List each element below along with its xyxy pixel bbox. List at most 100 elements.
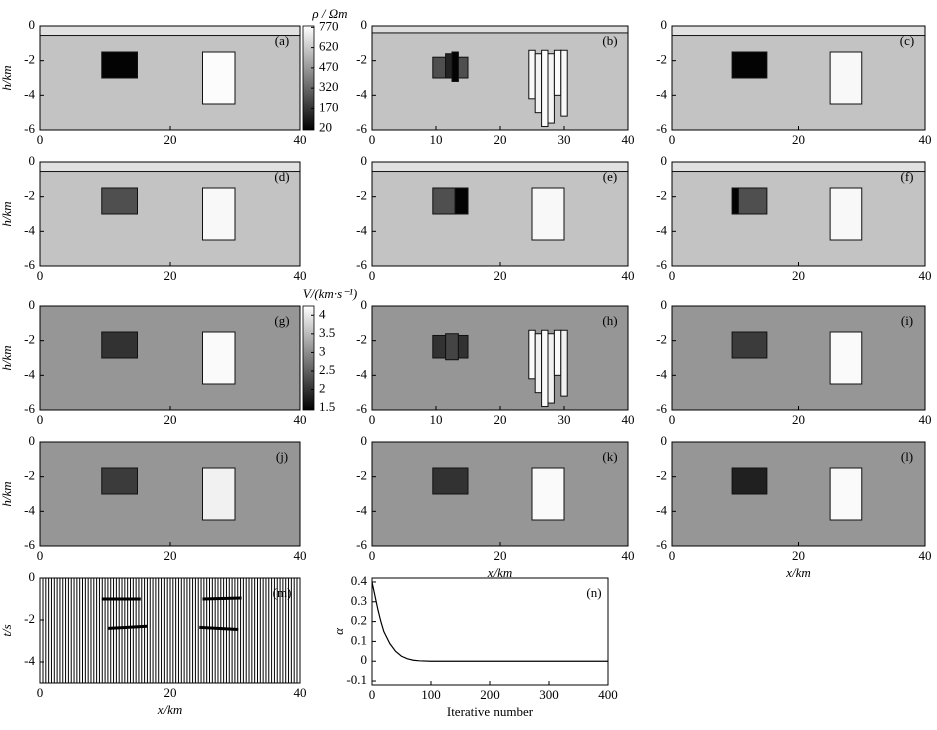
x-tick-label: 0 xyxy=(37,548,44,563)
colorbar-tick-label: 4 xyxy=(319,306,326,321)
x-tick-label: 0 xyxy=(369,132,376,147)
x-tick-label: 40 xyxy=(622,412,635,427)
x-tick-label: 400 xyxy=(598,687,618,702)
body xyxy=(731,467,768,495)
body xyxy=(541,49,549,128)
y-axis-label: α xyxy=(331,627,346,635)
y-tick-label: 0 xyxy=(29,297,36,312)
y-tick-label: 0 xyxy=(361,433,368,448)
y-tick-label: 0 xyxy=(361,652,368,667)
background xyxy=(672,26,925,130)
body xyxy=(531,187,565,241)
x-tick-label: 0 xyxy=(669,132,676,147)
body xyxy=(560,329,568,397)
x-tick-label: 30 xyxy=(558,412,571,427)
y-tick-label: 0 xyxy=(661,433,668,448)
colorbar-tick-label: 1.5 xyxy=(319,399,335,414)
y-tick-label: 0 xyxy=(29,17,36,32)
plot-area xyxy=(672,162,925,266)
background xyxy=(372,442,628,546)
body xyxy=(457,56,469,79)
colorbar-tick-label: 620 xyxy=(319,39,339,54)
y-tick-label: -6 xyxy=(356,537,367,552)
colorbar xyxy=(302,305,315,411)
x-tick-label: 40 xyxy=(919,412,932,427)
y-tick-label: -2 xyxy=(356,332,367,347)
colorbar-tick-label: 2.5 xyxy=(319,362,335,377)
panel-label: (n) xyxy=(586,585,601,600)
x-tick-label: 40 xyxy=(622,132,635,147)
body xyxy=(432,467,469,495)
colorbar-tick-label: 2 xyxy=(319,381,326,396)
background xyxy=(40,162,300,266)
x-tick-label: 40 xyxy=(294,268,307,283)
body xyxy=(553,329,562,376)
x-tick-label: 20 xyxy=(164,268,177,283)
plot-area xyxy=(372,26,628,130)
body xyxy=(541,329,549,408)
panel: 4 3.5 3 2.5 2 1.5 V/(km·s⁻¹) 0 20 40 0 -2 -4 -6 (g) h/k… xyxy=(0,286,357,427)
panel: 0 20 40 0 -2 -4 -6 (l) x/km xyxy=(656,433,931,580)
y-tick-label: 0 xyxy=(661,297,668,312)
y-axis-label: h/km xyxy=(0,481,14,506)
panel: 770 620 470 320 170 20 ρ / Ωm 0 20 40 0 -2 -4 -6 (a) h/… xyxy=(0,6,348,147)
colorbar-tick-label: 320 xyxy=(319,79,339,94)
colorbar xyxy=(302,25,315,131)
body xyxy=(672,26,925,37)
x-axis-label: x/km xyxy=(487,565,513,580)
y-tick-label: -4 xyxy=(656,222,667,237)
plot-area xyxy=(372,442,628,546)
body xyxy=(829,467,863,521)
x-tick-label: 20 xyxy=(792,268,805,283)
y-tick-label: 0 xyxy=(361,153,368,168)
x-tick-label: 0 xyxy=(37,412,44,427)
colorbar-tick-label: 470 xyxy=(319,59,339,74)
x-axis-label: x/km xyxy=(157,702,183,717)
y-tick-label: -4 xyxy=(24,502,35,517)
x-tick-label: 40 xyxy=(294,548,307,563)
body xyxy=(101,187,138,215)
y-tick-label: 0 xyxy=(361,297,368,312)
x-tick-label: 20 xyxy=(494,132,507,147)
body xyxy=(40,162,300,173)
background xyxy=(372,26,628,130)
body xyxy=(528,49,536,100)
y-tick-label: -2 xyxy=(356,188,367,203)
y-tick-label: -2 xyxy=(656,188,667,203)
y-tick-label: -4 xyxy=(356,86,367,101)
panel-label: (f) xyxy=(901,169,914,184)
colorbar-tick-label: 770 xyxy=(319,18,339,33)
body xyxy=(457,334,469,359)
x-tick-label: 30 xyxy=(558,132,571,147)
background xyxy=(40,306,300,410)
body xyxy=(372,26,628,34)
x-axis-label: x/km xyxy=(785,565,811,580)
panel-label: (l) xyxy=(901,449,913,464)
x-tick-label: 20 xyxy=(494,548,507,563)
x-tick-label: 0 xyxy=(369,548,376,563)
y-tick-label: -2 xyxy=(24,52,35,67)
y-tick-label: -0.1 xyxy=(346,672,367,687)
x-tick-label: 40 xyxy=(919,268,932,283)
body xyxy=(202,331,236,385)
body xyxy=(101,331,138,359)
y-axis-label: h/km xyxy=(0,201,14,226)
body xyxy=(445,333,459,361)
plot-area xyxy=(672,26,925,130)
x-tick-label: 40 xyxy=(919,548,932,563)
body xyxy=(737,187,768,215)
panel-label: (c) xyxy=(900,33,914,48)
x-tick-label: 40 xyxy=(622,268,635,283)
body xyxy=(672,162,925,173)
body xyxy=(553,49,562,96)
x-tick-label: 0 xyxy=(669,412,676,427)
body xyxy=(534,53,543,114)
line xyxy=(372,581,608,662)
y-tick-label: -2 xyxy=(656,52,667,67)
y-tick-label: -6 xyxy=(356,401,367,416)
x-tick-label: 300 xyxy=(539,687,559,702)
body xyxy=(731,51,768,79)
x-tick-label: 200 xyxy=(480,687,500,702)
body xyxy=(432,334,447,359)
x-tick-label: 40 xyxy=(294,685,307,700)
